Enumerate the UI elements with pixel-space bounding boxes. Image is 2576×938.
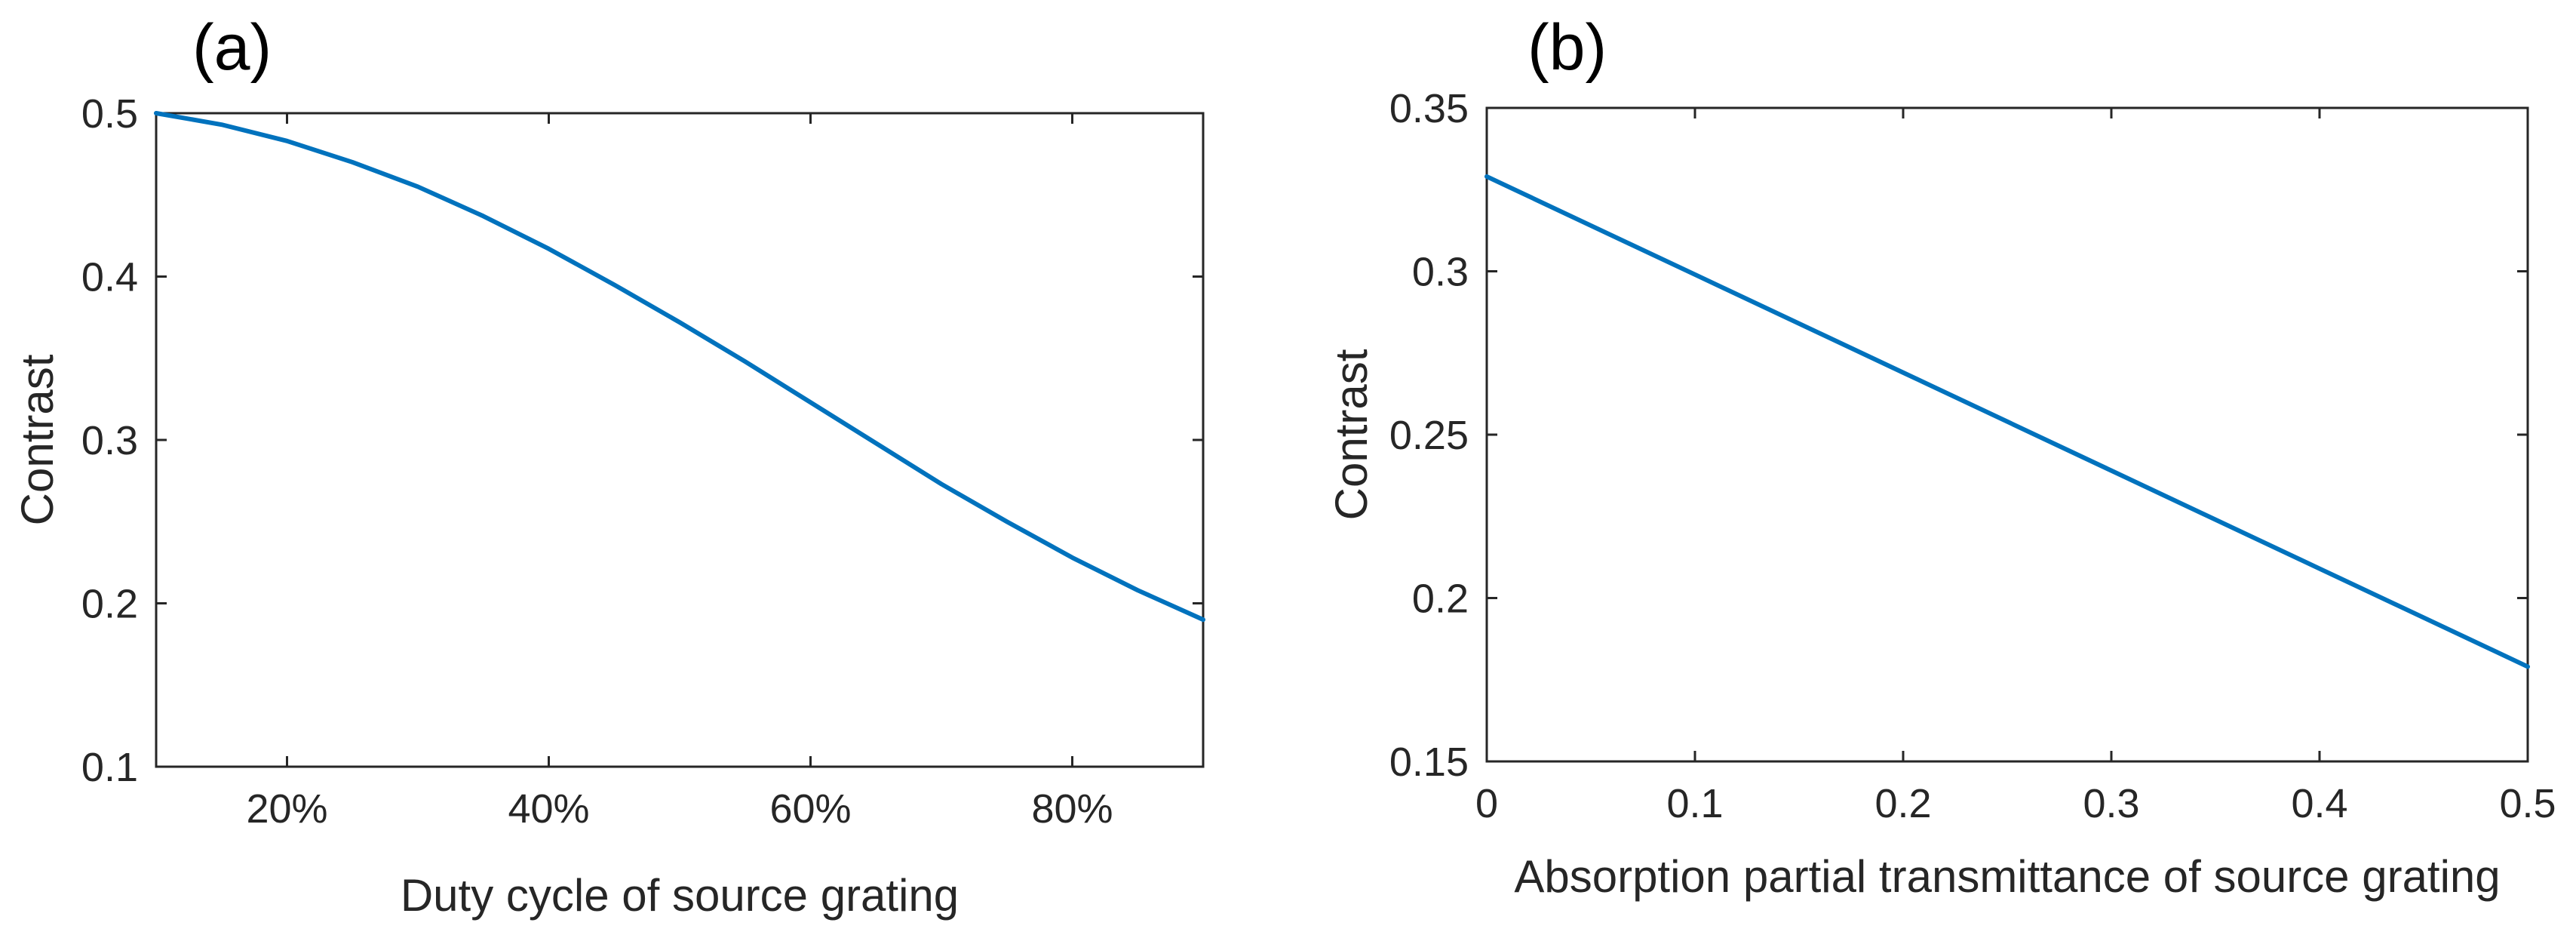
- y-tick-label: 0.1: [81, 745, 138, 790]
- x-tick-labels-b: 0 0.1 0.2 0.3 0.4 0.5: [1475, 781, 2556, 826]
- y-tick-labels-b: 0.15 0.2 0.25 0.3 0.35: [1389, 86, 1469, 785]
- y-tick-label: 0.2: [81, 582, 138, 627]
- x-axis-label-b: Absorption partial transmittance of sour…: [1514, 851, 2500, 902]
- series-line-contrast: [1485, 174, 2530, 669]
- axes-box-a: [155, 112, 1205, 768]
- series-group-a: [154, 111, 1205, 623]
- chart-panel-a: (a) 20% 40% 60% 80% 0.1 0.2 0.3 0.4 0.5 Duty cy…: [12, 11, 1205, 921]
- x-tick-labels-a: 20% 40% 60% 80%: [246, 786, 1113, 832]
- x-tick-label: 40%: [508, 786, 589, 832]
- y-tick-label: 0.3: [81, 418, 138, 463]
- x-tick-label: 80%: [1031, 786, 1113, 832]
- x-tick-label: 0.1: [1666, 781, 1723, 826]
- y-tick-label: 0.35: [1389, 86, 1469, 131]
- y-tick-label: 0.4: [81, 255, 138, 300]
- y-axis-label-b: Contrast: [1326, 349, 1377, 520]
- axes-box-b: [1485, 106, 2529, 763]
- series-group-b: [1485, 174, 2530, 669]
- x-axis-label-a: Duty cycle of source grating: [401, 870, 959, 921]
- panel-label-a: (a): [192, 11, 272, 84]
- x-tick-label: 60%: [769, 786, 851, 832]
- x-tick-label: 0.4: [2291, 781, 2347, 826]
- x-tick-label: 0.3: [2083, 781, 2139, 826]
- y-axis-label-a: Contrast: [12, 354, 63, 525]
- y-tick-label: 0.2: [1412, 577, 1469, 622]
- panel-label-b: (b): [1527, 11, 1607, 84]
- y-tick-label: 0.3: [1412, 250, 1469, 295]
- y-tick-label: 0.15: [1389, 740, 1469, 785]
- x-tick-label: 20%: [246, 786, 327, 832]
- x-tick-label: 0: [1475, 781, 1498, 826]
- series-line-contrast: [154, 111, 1205, 623]
- chart-panel-b: (b) 0 0.1 0.2 0.3 0.4 0.5 0.150.20.250.30.35 …: [1326, 11, 2556, 902]
- x-tick-label: 0.5: [2499, 781, 2556, 826]
- tick-marks-b: [1485, 106, 2529, 763]
- y-tick-label: 0.25: [1389, 413, 1469, 458]
- y-tick-labels-a: 0.1 0.2 0.3 0.4 0.5: [81, 91, 138, 790]
- y-tick-label: 0.5: [81, 91, 138, 137]
- x-tick-label: 0.2: [1874, 781, 1931, 826]
